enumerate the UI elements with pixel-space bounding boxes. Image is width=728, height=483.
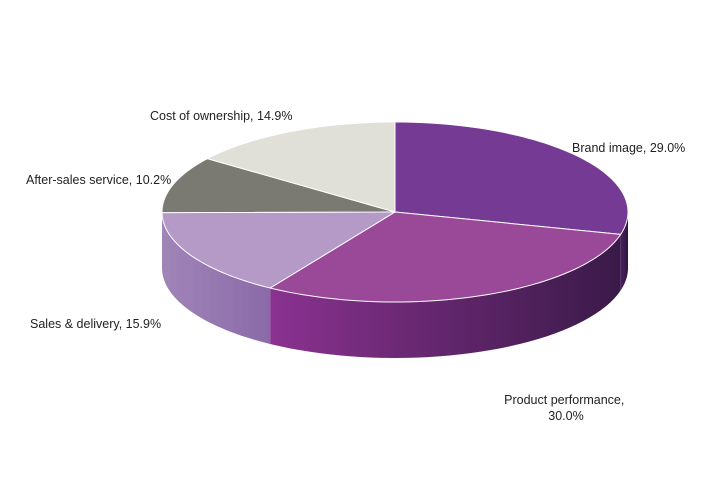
slice-brand-image (394, 121, 629, 235)
slice-label-product-performance-name: Product performance, (504, 393, 624, 407)
pie-labels: Brand image, 29.0% Product performance, … (26, 109, 685, 423)
pie-top-faces (161, 121, 629, 303)
slice-cost-of-ownership (206, 121, 396, 213)
slice-label-product-performance: Product performance, 30.0% (504, 393, 628, 423)
slice-sales-delivery (161, 211, 396, 289)
slice-label-product-performance-value: 30.0% (548, 409, 583, 423)
slice-label-sales-delivery: Sales & delivery, 15.9% (30, 317, 161, 331)
slice-product-performance (269, 211, 622, 303)
slice-label-cost-of-ownership: Cost of ownership, 14.9% (150, 109, 292, 123)
slice-side-sales-delivery (162, 212, 271, 344)
slice-label-brand-image: Brand image, 29.0% (572, 141, 685, 155)
slice-label-after-sales-service: After-sales service, 10.2% (26, 173, 171, 187)
slice-side-product-performance (270, 234, 621, 358)
slice-after-sales-service (161, 158, 396, 214)
